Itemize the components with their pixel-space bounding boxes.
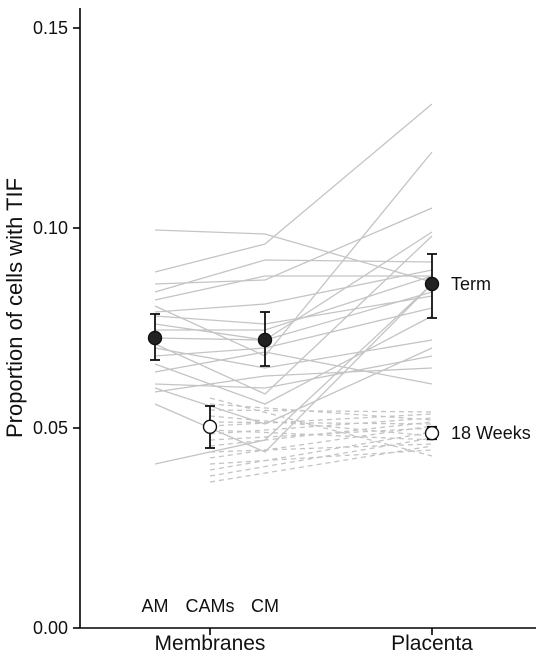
group-label-placenta: Placenta: [391, 632, 473, 655]
individual-line-18-weeks: [209, 437, 433, 477]
y-tick-label: 0.05: [33, 418, 68, 438]
individual-line-term: [154, 275, 432, 301]
individual-line-18-weeks: [209, 417, 433, 435]
individual-line-term: [154, 315, 433, 405]
mean-markers-layer: [147, 253, 440, 449]
individual-line-term: [154, 339, 433, 369]
individual-line-term: [154, 355, 433, 389]
individual-line-term: [154, 207, 433, 285]
individual-line-18-weeks: [209, 421, 433, 425]
individual-line-18-weeks: [209, 413, 433, 427]
axes-layer: [79, 8, 536, 629]
category-label-am: AM: [142, 596, 169, 616]
individual-line-18-weeks: [209, 443, 433, 453]
category-label-cm: CM: [251, 596, 279, 616]
y-tick-label: 0.15: [33, 18, 68, 38]
annotation-18-weeks: 18 Weeks: [451, 423, 531, 443]
mean-point-term: [424, 276, 440, 292]
mean-point-term: [257, 332, 273, 348]
individual-line-term: [154, 295, 433, 325]
individual-line-term: [154, 103, 433, 273]
individual-line-term: [154, 291, 433, 341]
individual-line-18-weeks: [209, 429, 433, 441]
individual-line-18-weeks: [209, 421, 433, 447]
mean-point-term: [147, 330, 163, 346]
individual-line-18-weeks: [209, 445, 433, 483]
individual-line-term: [154, 235, 433, 395]
individual-line-18-weeks: [209, 397, 433, 457]
individual-line-term: [154, 269, 433, 313]
y-ticks-layer: 0.00 0.05 0.10 0.15: [33, 18, 80, 638]
annotations-layer: Term 18 Weeks: [451, 274, 531, 443]
individual-line-term: [154, 231, 433, 341]
y-tick-label: 0.00: [33, 618, 68, 638]
category-label-cams: CAMs: [186, 596, 235, 616]
individual-line-term: [154, 259, 433, 293]
individual-line-18-weeks: [209, 403, 433, 421]
individual-lines-layer: [154, 103, 433, 483]
mean-point-18-weeks: [424, 426, 440, 441]
individual-line-term: [154, 283, 433, 453]
group-label-membranes: Membranes: [155, 632, 266, 655]
individual-line-term: [154, 367, 433, 393]
individual-line-18-weeks: [209, 409, 433, 413]
individual-line-18-weeks: [209, 425, 433, 459]
y-tick-label: 0.10: [33, 218, 68, 238]
individual-line-18-weeks: [209, 431, 433, 471]
annotation-term: Term: [451, 274, 491, 294]
mean-point-18-weeks: [202, 419, 218, 434]
individual-line-term: [154, 347, 433, 425]
category-labels-layer: AM CAMs CM Membranes Placenta: [142, 596, 474, 655]
individual-line-term: [154, 229, 433, 283]
y-axis-title: Proportion of cells with TIF: [2, 178, 27, 438]
